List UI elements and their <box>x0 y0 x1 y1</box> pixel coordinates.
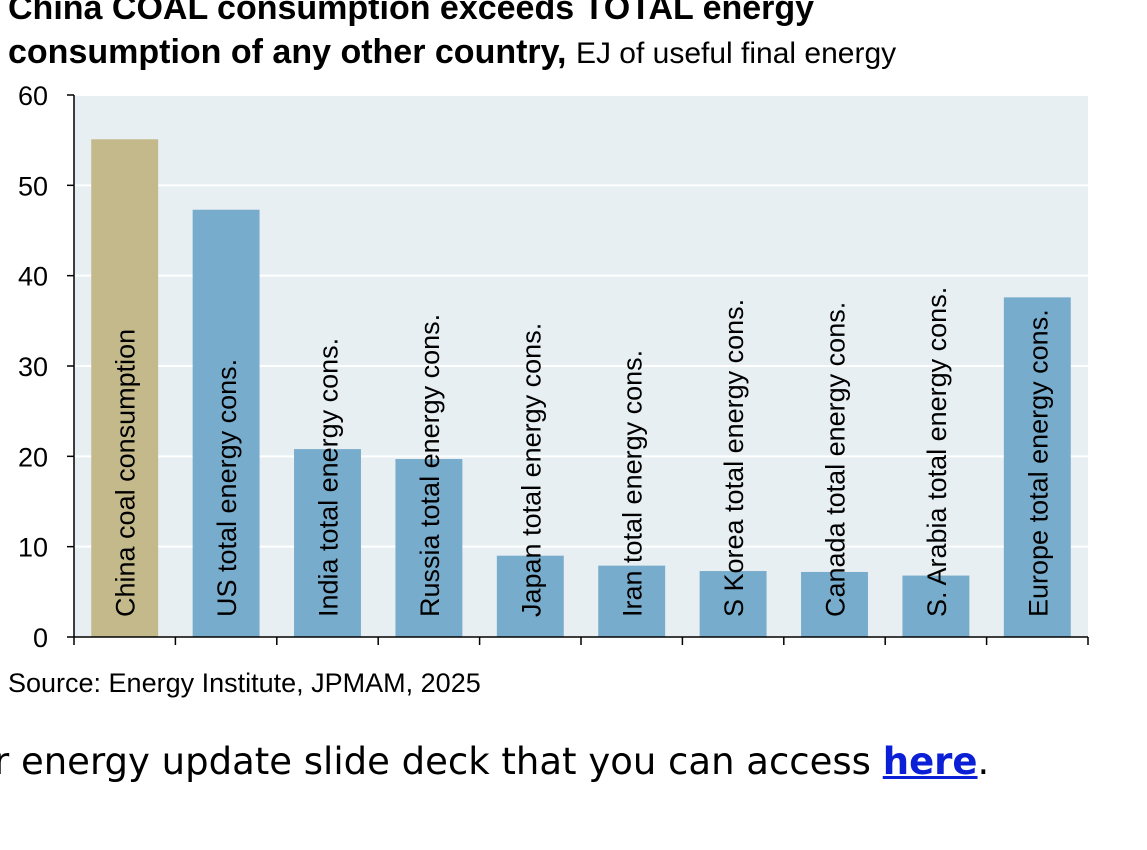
bar-label: Canada total energy cons. <box>821 302 851 617</box>
y-tick-label: 20 <box>18 442 48 472</box>
chart-title-line1: China COAL consumption exceeds TOTAL ene… <box>8 0 815 27</box>
bar-label: Japan total energy cons. <box>516 323 546 617</box>
bar <box>91 139 159 637</box>
bar <box>192 209 260 637</box>
y-tick-label: 30 <box>18 352 48 382</box>
chart-title-line2: consumption of any other country, <box>8 33 567 71</box>
footer-body: r energy update slide deck that you can … <box>0 740 883 783</box>
chart-title: China COAL consumption exceeds TOTAL ene… <box>8 0 1108 76</box>
bar <box>496 555 564 637</box>
bar-label: S. Arabia total energy cons. <box>922 287 952 617</box>
y-tick-label: 10 <box>18 533 48 563</box>
footer-period: . <box>977 740 990 783</box>
y-tick-label: 40 <box>18 262 48 292</box>
bar-label: China coal consumption <box>111 329 141 617</box>
bar <box>1003 297 1071 637</box>
bar <box>699 571 767 637</box>
here-link[interactable]: here <box>882 740 978 783</box>
bar <box>801 571 868 637</box>
y-tick-label: 0 <box>33 623 48 653</box>
bar <box>598 565 666 637</box>
bar <box>294 449 361 637</box>
bar-chart: 0 10 20 30 40 50 60 China coal consumption US to… <box>18 81 1089 653</box>
bar-label: Europe total energy cons. <box>1023 309 1053 617</box>
bar-label: Russia total energy cons. <box>415 314 445 617</box>
chart-subtitle: EJ of useful final energy <box>575 37 897 70</box>
source-note: Source: Energy Institute, JPMAM, 2025 <box>8 668 481 698</box>
y-tick-label: 60 <box>18 81 48 111</box>
y-tick-label: 50 <box>18 171 48 201</box>
footer-text: r energy update slide deck that you can … <box>0 740 989 783</box>
bar-label: US total energy cons. <box>212 359 242 617</box>
bar-label: S Korea total energy cons. <box>719 299 749 617</box>
bar-label: India total energy cons. <box>314 338 344 617</box>
bar <box>902 575 970 637</box>
bar-label: Iran total energy cons. <box>618 350 648 617</box>
bar <box>395 459 463 637</box>
